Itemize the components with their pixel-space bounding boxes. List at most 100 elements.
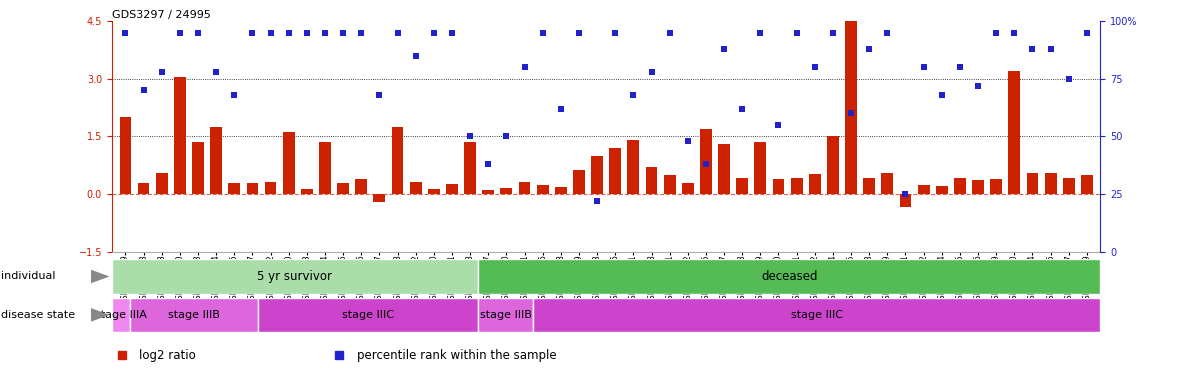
Point (1042, 46, 1060, 52)
Bar (112, 259, 478, 294)
Point (207, 69, 226, 75)
Point (697, 161, 716, 167)
Point (878, 30, 897, 36)
Point (516, 64, 534, 70)
Bar (246, 183, 258, 194)
Text: stage IIIC: stage IIIC (791, 310, 843, 320)
Bar (282, 132, 294, 194)
Text: stage IIIB: stage IIIB (479, 310, 531, 320)
Point (479, 161, 498, 167)
Bar (428, 189, 440, 194)
Bar (845, 21, 857, 194)
Bar (882, 173, 893, 194)
Point (769, 122, 787, 128)
Bar (573, 170, 585, 194)
Bar (464, 142, 476, 194)
Point (1059, 76, 1078, 82)
Point (443, 30, 461, 36)
Bar (1045, 173, 1057, 194)
Bar (627, 140, 639, 194)
Point (787, 30, 806, 36)
Bar (301, 189, 313, 194)
Point (425, 30, 444, 36)
Point (678, 138, 697, 144)
Point (969, 83, 988, 89)
Text: 5 yr survivor: 5 yr survivor (258, 270, 332, 283)
Bar (258, 298, 478, 332)
Bar (192, 142, 204, 194)
Bar (228, 183, 240, 194)
Text: log2 ratio: log2 ratio (140, 349, 197, 362)
Bar (591, 156, 603, 194)
Text: individual: individual (1, 271, 55, 281)
Bar (319, 142, 331, 194)
Bar (700, 129, 712, 194)
Bar (791, 178, 803, 194)
Bar (955, 178, 966, 194)
Point (352, 30, 371, 36)
Point (805, 64, 824, 70)
Point (643, 69, 661, 75)
Point (1077, 30, 1096, 36)
Point (551, 106, 570, 112)
Bar (478, 298, 533, 332)
Bar (533, 298, 1100, 332)
Bar (646, 167, 658, 194)
Bar (681, 183, 693, 194)
Bar (1009, 71, 1020, 194)
Point (460, 133, 479, 139)
Point (533, 30, 552, 36)
Point (298, 30, 317, 36)
Text: GDS3297 / 24995: GDS3297 / 24995 (112, 10, 211, 20)
Polygon shape (91, 308, 109, 322)
Bar (1026, 173, 1038, 194)
Bar (355, 179, 367, 194)
Point (261, 30, 280, 36)
Polygon shape (91, 270, 109, 283)
Point (225, 92, 244, 98)
Bar (483, 190, 494, 194)
Point (751, 30, 770, 36)
Bar (410, 182, 421, 194)
Point (370, 92, 388, 98)
Bar (610, 148, 621, 194)
Point (1005, 30, 1024, 36)
Point (896, 191, 915, 197)
Bar (519, 182, 531, 194)
Point (117, 30, 135, 36)
Bar (936, 186, 947, 194)
Point (842, 110, 860, 116)
Bar (664, 175, 676, 194)
Point (951, 64, 970, 70)
Text: deceased: deceased (762, 270, 818, 283)
Point (714, 46, 733, 52)
Point (587, 198, 606, 204)
Bar (112, 298, 131, 332)
Text: stage IIIB: stage IIIB (168, 310, 220, 320)
Bar (338, 183, 350, 194)
Bar (500, 188, 512, 194)
Point (279, 30, 298, 36)
Bar (972, 180, 984, 194)
Bar (554, 187, 566, 194)
Bar (211, 127, 222, 194)
Bar (478, 259, 1100, 294)
Bar (737, 178, 749, 194)
Point (859, 46, 878, 52)
Bar (990, 179, 1002, 194)
Point (660, 30, 679, 36)
Bar (918, 185, 930, 194)
Text: percentile rank within the sample: percentile rank within the sample (357, 349, 557, 362)
Point (242, 30, 261, 36)
Bar (1080, 175, 1092, 194)
Bar (809, 174, 820, 194)
Bar (155, 173, 167, 194)
Bar (772, 179, 784, 194)
Bar (718, 144, 730, 194)
Point (134, 87, 153, 93)
Bar (1063, 178, 1075, 194)
Point (497, 133, 516, 139)
Bar (265, 182, 277, 194)
Point (570, 30, 588, 36)
Point (824, 30, 843, 36)
